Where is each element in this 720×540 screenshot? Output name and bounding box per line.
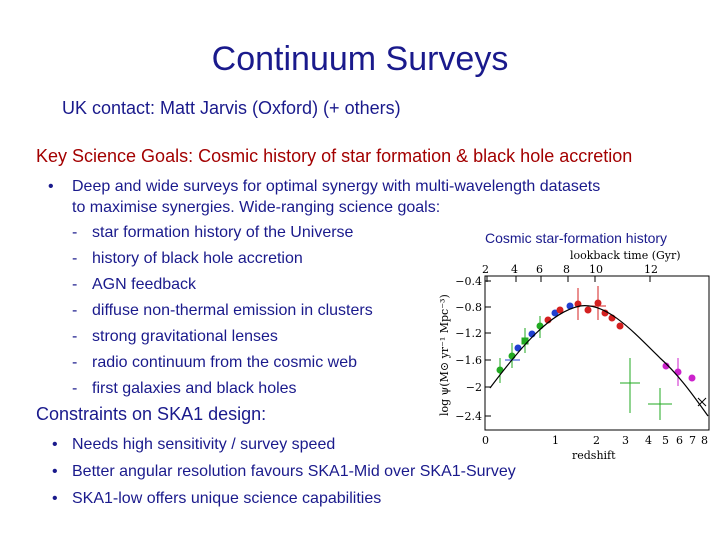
bottom-tick-label: 8: [701, 434, 708, 447]
bottom-tick-label: 0: [482, 434, 489, 447]
dash-marker: -: [72, 250, 78, 267]
bullet-marker: •: [52, 490, 58, 507]
dash-marker: -: [72, 224, 78, 241]
star-formation-history-plot: lookback time (Gyr) 2 4 6 8 10 12 −0.4 −…: [438, 249, 710, 460]
dash-marker: -: [72, 380, 78, 397]
y-ticks: −0.4 −0.8 −1.2 −1.6 −2 −2.4: [455, 275, 482, 423]
top-ticks: 2 4 6 8 10 12: [482, 263, 658, 276]
y-tick-label: −0.4: [455, 275, 482, 288]
bottom-tick-label: 2: [593, 434, 600, 447]
bottom-axis-label: redshift: [572, 449, 616, 460]
key-science-goals-heading: Key Science Goals: Cosmic history of sta…: [36, 146, 633, 166]
dash-marker: -: [72, 328, 78, 345]
y-tick-label: −0.8: [455, 301, 482, 314]
bottom-tick-label: 3: [622, 434, 629, 447]
dash-marker: -: [72, 354, 78, 371]
dash-marker: -: [72, 276, 78, 293]
sub-item-text: strong gravitational lenses: [92, 328, 278, 345]
constraint-text: Better angular resolution favours SKA1-M…: [72, 463, 516, 480]
bottom-ticks: 0 1 2 3 4 5 6 7 8: [482, 434, 708, 447]
top-tick-label: 12: [644, 263, 658, 276]
bullet-marker: •: [52, 463, 58, 480]
y-tick-label: −2: [466, 381, 482, 394]
bottom-tick-label: 7: [689, 434, 696, 447]
y-tick-marks: [485, 280, 491, 417]
y-tick-label: −1.2: [455, 327, 482, 340]
top-axis-label: lookback time (Gyr): [570, 249, 681, 262]
bullet-marker: •: [52, 436, 58, 453]
sub-item-text: star formation history of the Universe: [92, 224, 354, 241]
bottom-tick-label: 1: [552, 434, 559, 447]
sub-item-text: history of black hole accretion: [92, 250, 303, 267]
bottom-tick-label: 4: [645, 434, 652, 447]
uk-contact: UK contact: Matt Jarvis (Oxford) (+ othe…: [62, 98, 401, 118]
sub-item-text: first galaxies and black holes: [92, 380, 297, 397]
top-tick-label: 6: [536, 263, 543, 276]
bottom-tick-label: 5: [662, 434, 669, 447]
top-tick-label: 2: [482, 263, 489, 276]
figure-caption: Cosmic star-formation history: [485, 230, 668, 246]
plot-frame: [484, 275, 710, 431]
constraint-text: SKA1-low offers unique science capabilit…: [72, 490, 382, 507]
sub-item-text: radio continuum from the cosmic web: [92, 354, 357, 371]
top-tick-label: 10: [589, 263, 603, 276]
slide-title: Continuum Surveys: [211, 40, 509, 78]
data-points: [489, 286, 709, 420]
main-bullet-line-2: to maximise synergies. Wide-ranging scie…: [72, 199, 441, 216]
y-tick-label: −1.6: [455, 354, 482, 367]
constraints-heading: Constraints on SKA1 design:: [36, 404, 267, 424]
sub-item-text: diffuse non-thermal emission in clusters: [92, 302, 373, 319]
top-tick-marks: [486, 276, 651, 282]
dash-marker: -: [72, 302, 78, 319]
main-bullet-line-1: Deep and wide surveys for optimal synerg…: [72, 178, 601, 195]
top-tick-label: 4: [511, 263, 518, 276]
y-axis-label: log ψ(M⊙ yr⁻¹ Mpc⁻³): [438, 294, 451, 416]
y-tick-label: −2.4: [455, 410, 482, 423]
sub-item-text: AGN feedback: [92, 276, 197, 293]
bottom-tick-label: 6: [676, 434, 683, 447]
constraint-text: Needs high sensitivity / survey speed: [72, 436, 336, 453]
main-bullet-text: Deep and wide surveys for optimal synerg…: [72, 176, 720, 218]
top-tick-label: 8: [563, 263, 570, 276]
bullet-marker: •: [48, 178, 54, 195]
